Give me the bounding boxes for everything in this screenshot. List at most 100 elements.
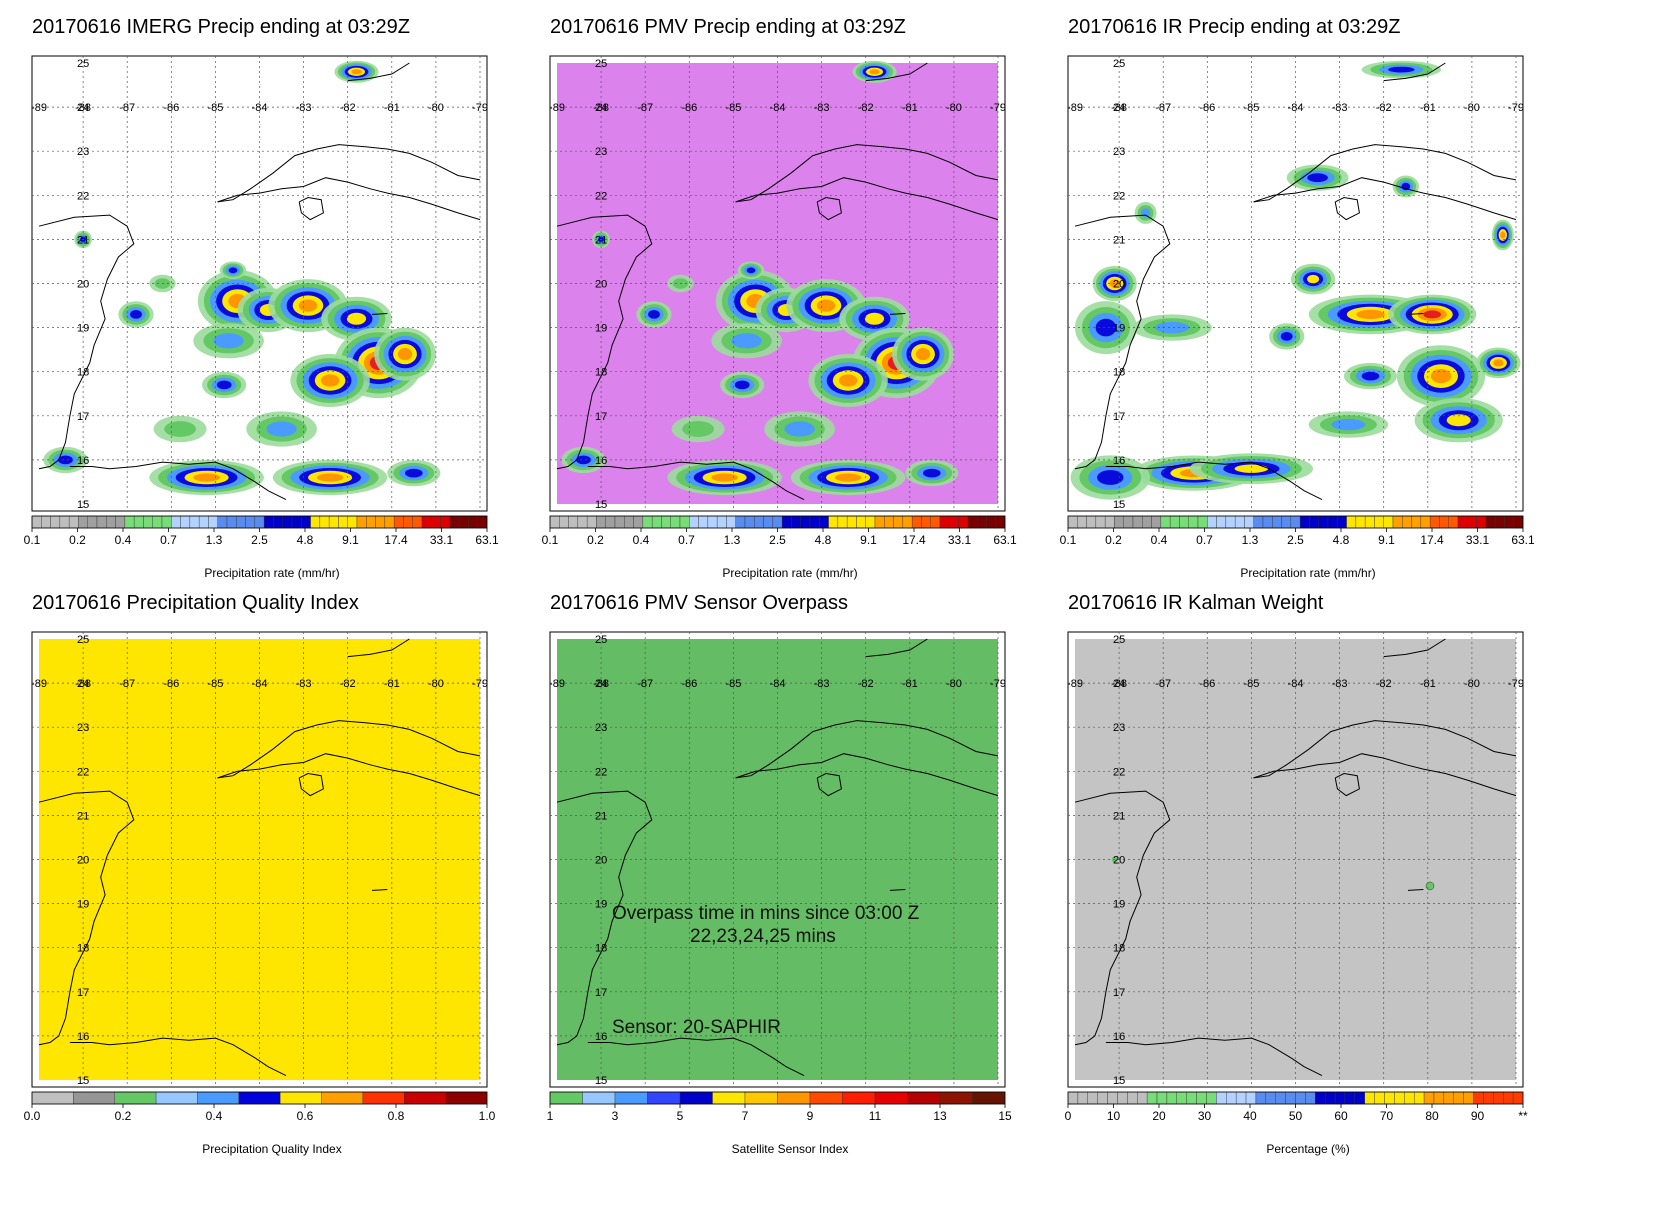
colorbar-swatch: [155, 1091, 198, 1105]
precip-cell: [1493, 359, 1504, 367]
colorbar-swatch: [1132, 515, 1143, 529]
lon-label: -81: [1420, 102, 1436, 114]
colorbar-swatch: [1473, 1091, 1484, 1105]
coastline: [298, 772, 324, 797]
colorbar-swatch: [458, 515, 469, 529]
coastline: [347, 62, 410, 82]
colorbar-swatch: [744, 1091, 778, 1105]
colorbar-swatch: [273, 515, 283, 529]
precip-cell: [1446, 414, 1471, 427]
colorbar-swatch: [226, 515, 237, 529]
coastline: [1407, 313, 1424, 315]
colorbar-swatch: [356, 515, 367, 529]
colorbar-tick-label: 63.1: [475, 533, 499, 547]
colorbar-swatch: [245, 515, 256, 529]
colorbar-swatch: [1513, 515, 1524, 529]
coastline: [556, 790, 653, 1046]
lon-label: -88: [593, 102, 609, 114]
colorbar-swatch: [50, 515, 61, 529]
coastline: [587, 461, 805, 501]
panel-title: 20170616 IR Kalman Weight: [1068, 592, 1324, 614]
panel-sensor-overpass: 20170616 PMV Sensor Overpass -89 -88 -87 -8…: [547, 592, 1070, 1182]
lon-label: -87: [119, 678, 135, 690]
colorbar-swatch: [1433, 1091, 1445, 1105]
coastline: [347, 638, 410, 658]
colorbar-swatch: [1117, 1091, 1128, 1105]
panel-kalman-weight: 20170616 IR Kalman Weight -89 -88 -87 -86 -8…: [1065, 592, 1588, 1182]
colorbar-swatch: [1290, 515, 1301, 529]
lon-label: -83: [296, 678, 312, 690]
colorbar-swatch: [1354, 1091, 1365, 1105]
lat-label: 16: [595, 1031, 607, 1043]
precip-cell: [784, 421, 815, 437]
coastline: [217, 177, 481, 221]
colorbar: 1 3 5 7 9 11 13 15: [547, 1091, 1012, 1123]
colorbar-swatch: [1216, 1091, 1227, 1105]
colorbar-tick-label: 0.8: [388, 1109, 405, 1123]
lat-label: 25: [77, 634, 89, 646]
colorbar-swatch: [421, 515, 432, 529]
colorbar-swatch: [73, 1091, 115, 1105]
precip-cell: [682, 421, 714, 437]
lat-label: 25: [595, 634, 607, 646]
lon-label: -84: [252, 102, 268, 114]
lon-label: -82: [340, 678, 356, 690]
lat-label: 18: [1113, 367, 1125, 379]
lat-label: 24: [77, 678, 89, 690]
colorbar-swatch: [477, 515, 488, 529]
colorbar-swatch: [124, 515, 135, 529]
colorbar-swatch: [596, 515, 606, 529]
coastline: [1334, 772, 1360, 797]
colorbar-swatch: [972, 1091, 1006, 1105]
coastline: [1105, 461, 1323, 501]
colorbar-swatch: [902, 515, 913, 529]
lat-label: 15: [1113, 1075, 1125, 1087]
colorbar-swatch: [1095, 515, 1106, 529]
lon-label: -79: [472, 102, 488, 114]
colorbar-swatch: [1337, 515, 1347, 529]
coastline: [556, 214, 653, 470]
lon-label: -83: [814, 678, 830, 690]
colorbar-swatch: [41, 515, 51, 529]
lon-label: -86: [1199, 678, 1215, 690]
lat-label: 18: [595, 943, 607, 955]
lat-label: 18: [595, 367, 607, 379]
colorbar-swatch: [1197, 515, 1208, 529]
lon-label: -81: [902, 102, 918, 114]
lon-label: -80: [428, 678, 444, 690]
lat-label: 16: [1113, 455, 1125, 467]
colorbar-tick-label: 15: [998, 1109, 1012, 1123]
lon-label: -81: [902, 678, 918, 690]
colorbar: 0.1 0.2 0.4 0.7 1.3 2.5 4.8 9.1 17.4 33.1 63.1: [542, 515, 1017, 547]
precip-cell: [193, 473, 220, 482]
panel-title: 20170616 PMV Precip ending at 03:29Z: [550, 16, 906, 38]
lat-label: 23: [1113, 722, 1125, 734]
coastline: [217, 144, 481, 203]
colorbar-swatch: [440, 515, 451, 529]
colorbar-swatch: [884, 515, 894, 529]
lat-label: 15: [595, 1075, 607, 1087]
colorbar-tick-label: 0.4: [206, 1109, 223, 1123]
precip-cell: [213, 333, 244, 349]
colorbar-tick-label: 20: [1152, 1109, 1166, 1123]
colorbar-swatch: [152, 515, 163, 529]
lat-label: 18: [77, 943, 89, 955]
colorbar-swatch: [893, 515, 904, 529]
lat-label: 25: [77, 58, 89, 70]
panel-title: 20170616 IMERG Precip ending at 03:29Z: [32, 16, 411, 38]
colorbar-swatch: [236, 515, 246, 529]
coastline: [1074, 790, 1171, 1046]
colorbar-swatch: [384, 515, 395, 529]
coastline: [816, 772, 842, 797]
colorbar-swatch: [772, 515, 783, 529]
colorbar-tick-label: 33.1: [948, 533, 972, 547]
precip-cell: [351, 69, 362, 75]
precip-cell: [1361, 371, 1380, 381]
colorbar-swatch: [1160, 515, 1171, 529]
lat-label: 16: [1113, 1031, 1125, 1043]
colorbar-swatch: [1305, 1091, 1316, 1105]
colorbar-swatch: [651, 515, 662, 529]
colorbar-tick-label: 1.0: [479, 1109, 496, 1123]
colorbar-swatch: [59, 515, 70, 529]
colorbar-swatch: [791, 515, 801, 529]
